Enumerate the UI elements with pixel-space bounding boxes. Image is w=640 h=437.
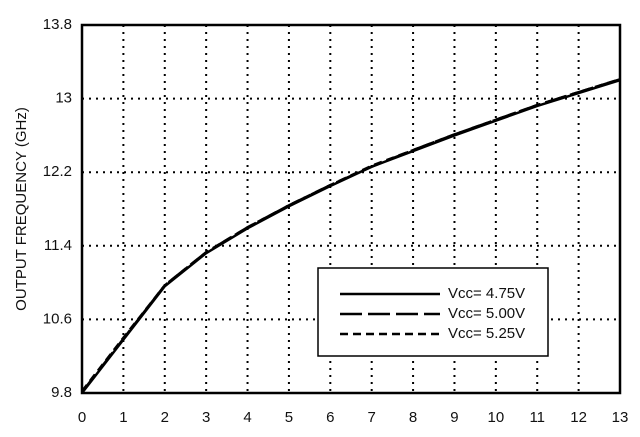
legend-label: Vcc= 5.25V (448, 325, 525, 342)
x-tick-label: 8 (409, 409, 417, 426)
x-tick-label: 13 (612, 409, 629, 426)
x-tick-label: 2 (161, 409, 169, 426)
x-tick-label: 11 (529, 409, 545, 426)
x-tick-label: 10 (488, 409, 505, 426)
y-tick-label: 13.8 (43, 16, 72, 33)
legend-box (317, 267, 549, 357)
x-tick-label: 9 (450, 409, 458, 426)
x-tick-label: 0 (78, 409, 86, 426)
x-tick-label: 12 (570, 409, 587, 426)
y-tick-label: 10.6 (43, 310, 72, 327)
plot-frame (80, 23, 622, 395)
y-tick-label: 13 (55, 90, 72, 107)
x-tick-label: 7 (368, 409, 376, 426)
y-tick-label: 12.2 (43, 163, 72, 180)
x-tick-label: 5 (285, 409, 293, 426)
y-tick-label: 9.8 (51, 384, 72, 401)
legend-label: Vcc= 5.00V (448, 305, 525, 322)
x-tick-label: 1 (119, 409, 127, 426)
legend-label: Vcc= 4.75V (448, 285, 525, 302)
y-axis-label: OUTPUT FREQUENCY (GHz) (13, 107, 30, 311)
y-tick-label: 11.4 (44, 237, 72, 254)
x-tick-label: 4 (243, 409, 251, 426)
x-tick-label: 3 (202, 409, 210, 426)
x-tick-label: 6 (326, 409, 334, 426)
series-line (81, 78, 621, 392)
